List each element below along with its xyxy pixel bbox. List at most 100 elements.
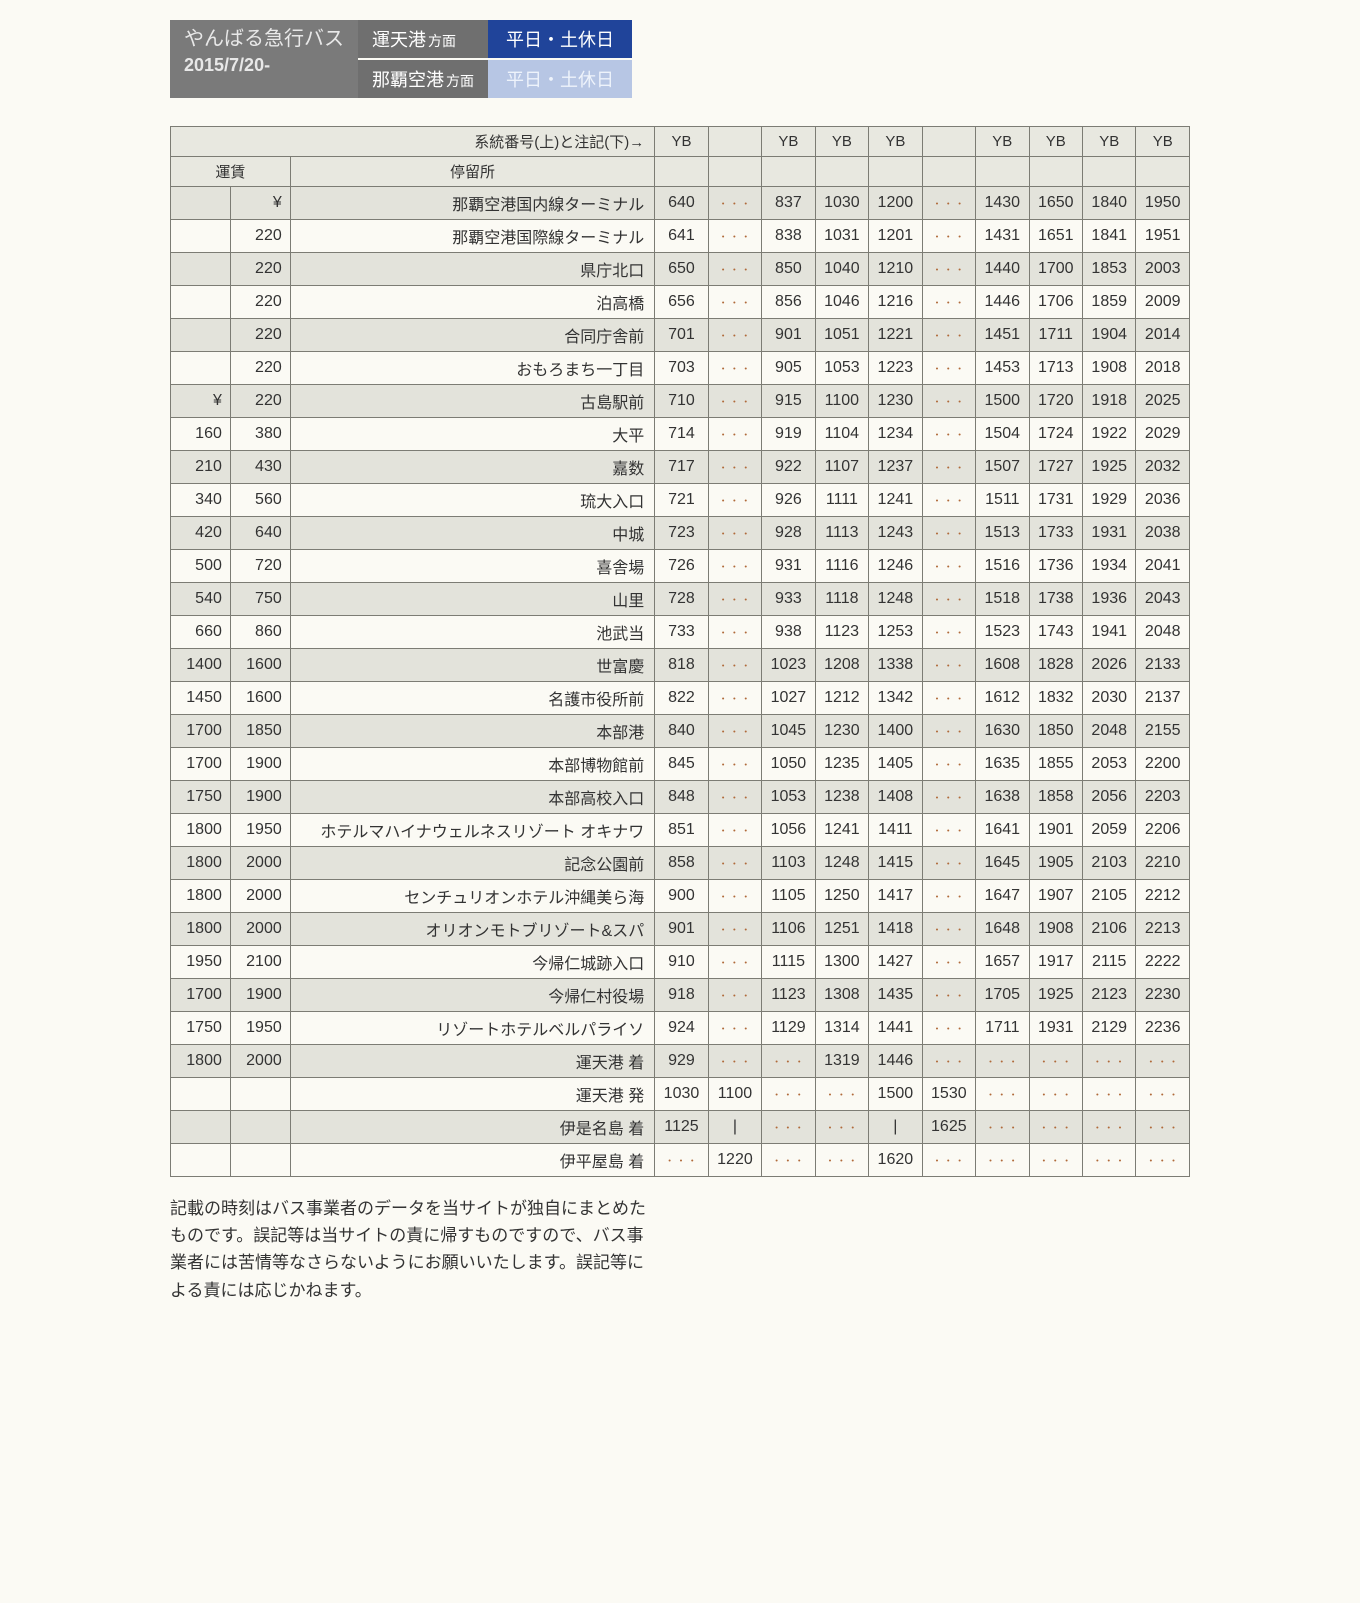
time-cell: 1840 — [1082, 187, 1135, 220]
daytype-tab-active[interactable]: 平日・土休日 — [488, 20, 632, 60]
time-cell: 1931 — [1082, 517, 1135, 550]
time-cell: 1220 — [708, 1144, 761, 1177]
time-cell: ･ ･ ･ — [922, 550, 975, 583]
table-row: 540750山里728･ ･ ･93311181248･ ･ ･15181738… — [171, 583, 1190, 616]
daytype-tab-inactive[interactable]: 平日・土休日 — [488, 60, 632, 98]
time-cell: ･ ･ ･ — [922, 319, 975, 352]
time-cell: 938 — [762, 616, 815, 649]
time-cell: 1230 — [869, 385, 922, 418]
time-cell: 918 — [655, 979, 708, 1012]
time-cell: 2036 — [1136, 484, 1190, 517]
direction-tab-untenko[interactable]: 運天港方面 — [358, 20, 488, 60]
direction-label: 那覇空港 — [372, 70, 444, 90]
time-cell: 856 — [762, 286, 815, 319]
table-row: ¥那覇空港国内線ターミナル640･ ･ ･83710301200･ ･ ･143… — [171, 187, 1190, 220]
route-header: 系統番号(上)と注記(下)→ — [171, 127, 655, 157]
direction-tab-naha[interactable]: 那覇空港方面 — [358, 60, 488, 98]
time-cell: 837 — [762, 187, 815, 220]
time-cell: 901 — [762, 319, 815, 352]
time-cell: ･ ･ ･ — [708, 781, 761, 814]
table-row: 220泊高橋656･ ･ ･85610461216･ ･ ･1446170618… — [171, 286, 1190, 319]
fare-col2: 2100 — [230, 946, 290, 979]
time-cell: ･ ･ ･ — [922, 583, 975, 616]
time-cell: 928 — [762, 517, 815, 550]
time-cell: 1917 — [1029, 946, 1082, 979]
time-cell: ･ ･ ･ — [708, 187, 761, 220]
time-cell: 1929 — [1082, 484, 1135, 517]
time-cell: 1104 — [815, 418, 868, 451]
time-cell: 1040 — [815, 253, 868, 286]
time-cell: 1738 — [1029, 583, 1082, 616]
time-cell: 2103 — [1082, 847, 1135, 880]
time-cell: 1507 — [976, 451, 1029, 484]
time-cell: 1855 — [1029, 748, 1082, 781]
table-row: 18002000記念公園前858･ ･ ･110312481415･ ･ ･16… — [171, 847, 1190, 880]
time-cell: 1700 — [1029, 253, 1082, 286]
fare-col1 — [171, 286, 231, 319]
time-cell: ･ ･ ･ — [922, 352, 975, 385]
stop-name: オリオンモトブリゾート&スパ — [290, 913, 654, 946]
time-cell: 1511 — [976, 484, 1029, 517]
time-cell: 1727 — [1029, 451, 1082, 484]
stop-name: センチュリオンホテル沖縄美ら海 — [290, 880, 654, 913]
time-cell: ･ ･ ･ — [922, 385, 975, 418]
time-cell: 710 — [655, 385, 708, 418]
service-name: やんばる急行バス — [184, 26, 344, 53]
time-cell: | — [869, 1111, 922, 1144]
trip-code: YB — [655, 127, 708, 157]
time-cell: 1451 — [976, 319, 1029, 352]
stop-name: 合同庁舎前 — [290, 319, 654, 352]
time-cell: 1212 — [815, 682, 868, 715]
time-cell: 1500 — [976, 385, 1029, 418]
table-row: ¥220古島駅前710･ ･ ･91511001230･ ･ ･15001720… — [171, 385, 1190, 418]
time-cell: 2155 — [1136, 715, 1190, 748]
fare-col2: 2000 — [230, 847, 290, 880]
fare-col1: 210 — [171, 451, 231, 484]
time-cell: ･ ･ ･ — [762, 1045, 815, 1078]
time-cell: 1342 — [869, 682, 922, 715]
time-cell: 1711 — [1029, 319, 1082, 352]
time-cell: 1200 — [869, 187, 922, 220]
footer-note: 記載の時刻はバス事業者のデータを当サイトが独自にまとめたものです。誤記等は当サイ… — [170, 1195, 650, 1304]
table-row: 420640中城723･ ･ ･92811131243･ ･ ･15131733… — [171, 517, 1190, 550]
time-cell: 848 — [655, 781, 708, 814]
time-cell: ･ ･ ･ — [708, 814, 761, 847]
fare-col2: 1900 — [230, 781, 290, 814]
time-cell: 858 — [655, 847, 708, 880]
fare-col2: 1900 — [230, 979, 290, 1012]
time-cell: 822 — [655, 682, 708, 715]
fare-col1: 1800 — [171, 814, 231, 847]
time-cell: 1235 — [815, 748, 868, 781]
stop-name: おもろまち一丁目 — [290, 352, 654, 385]
time-cell: 1936 — [1082, 583, 1135, 616]
fare-col2 — [230, 1078, 290, 1111]
fare-col1: 660 — [171, 616, 231, 649]
time-cell: 931 — [762, 550, 815, 583]
time-cell: 1221 — [869, 319, 922, 352]
time-cell: ･ ･ ･ — [708, 418, 761, 451]
header: やんばる急行バス 2015/7/20- 運天港方面 那覇空港方面 平日・土休日 … — [170, 20, 1190, 98]
time-cell: 1828 — [1029, 649, 1082, 682]
trip-code: YB — [976, 127, 1029, 157]
time-cell: ･ ･ ･ — [708, 616, 761, 649]
time-cell: 1123 — [815, 616, 868, 649]
time-cell: ･ ･ ･ — [708, 319, 761, 352]
fare-col1: 1700 — [171, 979, 231, 1012]
stop-name: 古島駅前 — [290, 385, 654, 418]
time-cell: ･ ･ ･ — [976, 1111, 1029, 1144]
stop-name: 山里 — [290, 583, 654, 616]
time-cell: 2048 — [1136, 616, 1190, 649]
trip-code: YB — [869, 127, 922, 157]
time-cell: 2133 — [1136, 649, 1190, 682]
time-cell: 1918 — [1082, 385, 1135, 418]
time-cell: ･ ･ ･ — [708, 1012, 761, 1045]
fare-col1: 340 — [171, 484, 231, 517]
time-cell: 717 — [655, 451, 708, 484]
time-cell: 1045 — [762, 715, 815, 748]
time-cell: ･ ･ ･ — [922, 979, 975, 1012]
fare-col1 — [171, 1078, 231, 1111]
stop-name: 県庁北口 — [290, 253, 654, 286]
time-cell: 1251 — [815, 913, 868, 946]
fare-header: 運賃 — [171, 157, 291, 187]
time-cell: 924 — [655, 1012, 708, 1045]
